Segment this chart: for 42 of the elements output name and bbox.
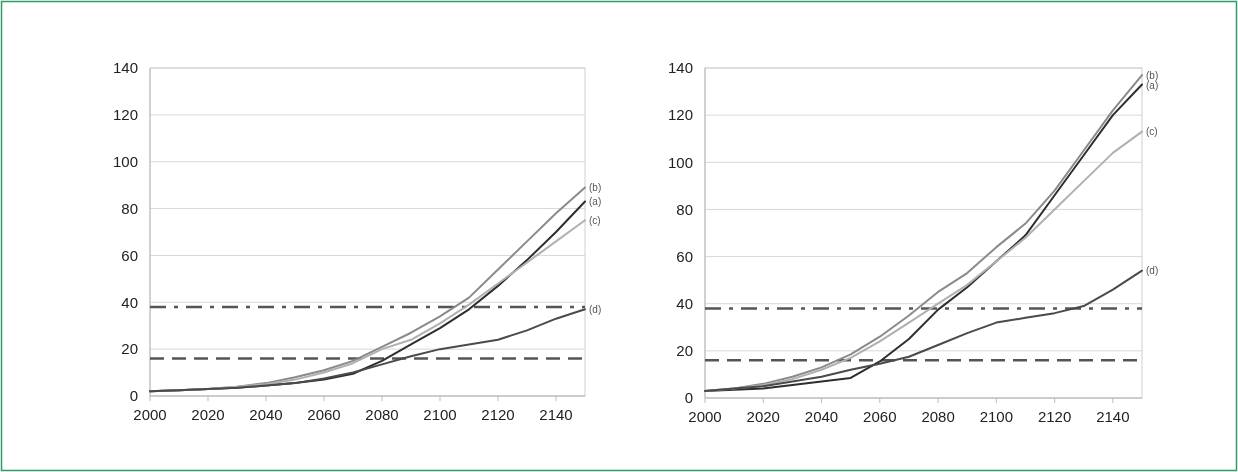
y-tick-label: 140 bbox=[112, 59, 138, 77]
x-tick-label: 2100 bbox=[423, 406, 457, 423]
line-series bbox=[704, 269, 1143, 392]
x-tick-label: 2020 bbox=[191, 406, 225, 423]
series-label: (c) bbox=[589, 214, 601, 226]
x-tick-label: 2040 bbox=[249, 406, 283, 423]
series-label: (b) bbox=[1146, 69, 1159, 81]
x-tick-label: 2100 bbox=[979, 408, 1014, 425]
y-tick-label: 20 bbox=[676, 342, 693, 360]
y-tick-label: 40 bbox=[121, 293, 138, 311]
y-tick-label: 120 bbox=[667, 106, 693, 124]
line-series bbox=[149, 308, 586, 393]
y-tick-label: 100 bbox=[112, 152, 138, 170]
x-tick-label: 2000 bbox=[133, 406, 167, 423]
series-label: (a) bbox=[1146, 79, 1159, 91]
y-tick-label: 80 bbox=[121, 199, 138, 217]
y-tick-label: 100 bbox=[667, 153, 693, 171]
x-tick-label: 2060 bbox=[863, 408, 897, 425]
x-tick-label: 2140 bbox=[539, 406, 573, 423]
series-label: (c) bbox=[1146, 126, 1158, 138]
y-tick-label: 40 bbox=[676, 294, 693, 312]
y-tick-label: 120 bbox=[112, 106, 138, 124]
y-tick-label: 140 bbox=[667, 59, 693, 77]
x-tick-label: 2020 bbox=[746, 408, 780, 425]
x-tick-label: 2120 bbox=[1037, 408, 1072, 425]
series-label: (a) bbox=[589, 196, 602, 208]
x-tick-label: 2080 bbox=[921, 408, 955, 425]
x-tick-label: 2080 bbox=[365, 406, 399, 423]
x-tick-label: 2140 bbox=[1096, 408, 1130, 425]
y-tick-label: 60 bbox=[676, 247, 693, 265]
y-tick-label: 80 bbox=[676, 200, 693, 218]
y-tick-label: 0 bbox=[684, 389, 693, 407]
x-tick-label: 2040 bbox=[804, 408, 839, 425]
series-label: (d) bbox=[589, 303, 602, 315]
x-tick-label: 2060 bbox=[307, 406, 341, 423]
y-tick-label: 60 bbox=[121, 246, 138, 264]
y-tick-label: 20 bbox=[121, 340, 138, 358]
y-tick-label: 0 bbox=[129, 387, 138, 405]
series-label: (d) bbox=[1146, 265, 1159, 277]
series-label: (b) bbox=[589, 181, 602, 193]
x-tick-label: 2000 bbox=[688, 408, 722, 425]
x-tick-label: 2120 bbox=[481, 406, 515, 423]
